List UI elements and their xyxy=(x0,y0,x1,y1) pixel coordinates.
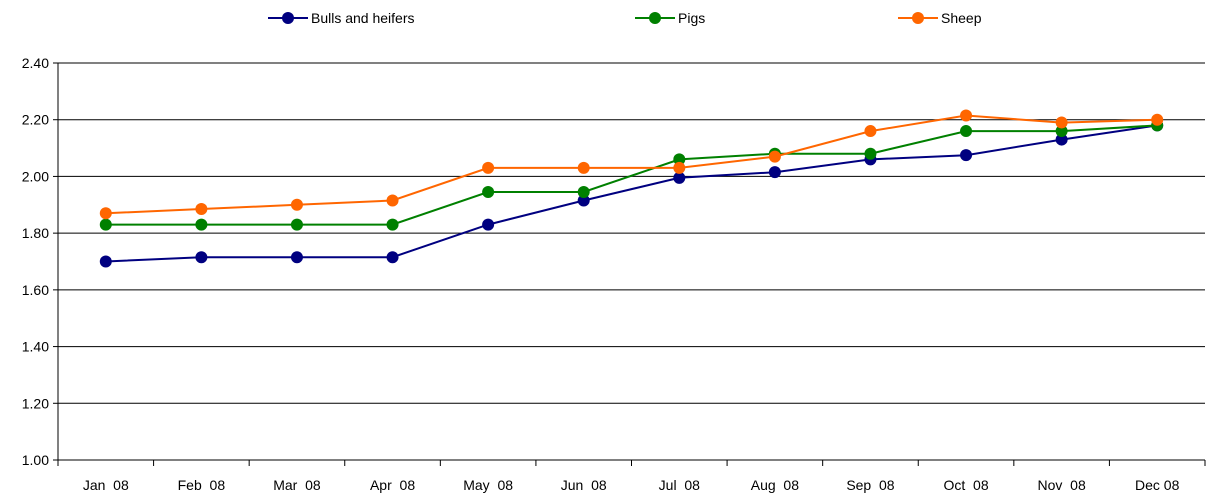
x-tick-label: Mar 08 xyxy=(273,477,321,493)
x-tick-label: Aug 08 xyxy=(751,477,799,493)
data-point xyxy=(195,218,208,231)
data-point xyxy=(864,147,877,160)
y-tick-label: 1.20 xyxy=(22,395,49,411)
x-tick-label: Feb 08 xyxy=(178,477,226,493)
data-point xyxy=(577,186,590,199)
gridlines xyxy=(58,62,1205,404)
data-point xyxy=(290,251,303,264)
legend-swatch-marker xyxy=(649,12,661,24)
data-point xyxy=(1055,116,1068,129)
y-tick-label: 1.60 xyxy=(22,282,49,298)
data-point xyxy=(673,161,686,174)
y-tick-label: 2.20 xyxy=(22,112,49,128)
y-tick-label: 1.00 xyxy=(22,452,49,468)
data-point xyxy=(768,150,781,163)
series-bulls-and-heifers xyxy=(99,119,1164,268)
data-point xyxy=(864,125,877,138)
legend-swatch-marker xyxy=(912,12,924,24)
data-point xyxy=(482,218,495,231)
y-tick-label: 2.40 xyxy=(22,55,49,71)
data-point xyxy=(482,161,495,174)
x-tick-label: Jan 08 xyxy=(83,477,129,493)
data-point xyxy=(673,171,686,184)
data-point xyxy=(960,109,973,122)
series-pigs xyxy=(99,119,1164,231)
data-point xyxy=(386,218,399,231)
series-line xyxy=(105,124,1158,226)
x-tick-label: Oct 08 xyxy=(943,477,988,493)
data-point xyxy=(99,207,112,220)
data-point xyxy=(1055,125,1068,138)
data-point xyxy=(290,198,303,211)
data-point xyxy=(386,194,399,207)
axes: 1.00 1.20 1.40 1.60 1.80 2.00 2.20 2.40 Jan 08 Fe… xyxy=(22,55,1206,493)
x-tick-label: May 08 xyxy=(463,477,513,493)
x-tick-label: Apr 08 xyxy=(370,477,415,493)
legend-swatch-marker xyxy=(282,12,294,24)
data-point xyxy=(195,203,208,216)
y-tick-label: 2.00 xyxy=(22,168,49,184)
legend-entry: Sheep xyxy=(898,10,982,26)
series-line xyxy=(105,114,1158,215)
legend-entry: Bulls and heifers xyxy=(268,10,415,26)
data-point xyxy=(960,149,973,162)
data-point xyxy=(577,194,590,207)
data-point xyxy=(1151,113,1164,126)
x-tick-label: Dec 08 xyxy=(1135,477,1180,493)
data-point xyxy=(1055,133,1068,146)
legend-entry: Pigs xyxy=(635,10,705,26)
data-point xyxy=(577,161,590,174)
x-tick-label: Jun 08 xyxy=(561,477,607,493)
y-tick-label: 1.80 xyxy=(22,225,49,241)
y-tick-label: 1.40 xyxy=(22,339,49,355)
series-line xyxy=(105,124,1158,263)
series-layer xyxy=(99,109,1164,268)
data-point xyxy=(768,166,781,179)
series-sheep xyxy=(99,109,1164,220)
x-tick-label: Jul 08 xyxy=(659,477,700,493)
x-tick-label: Sep 08 xyxy=(846,477,894,493)
data-point xyxy=(673,153,686,166)
legend-label: Sheep xyxy=(941,10,982,26)
legend-label: Bulls and heifers xyxy=(311,10,415,26)
data-point xyxy=(99,218,112,231)
data-point xyxy=(195,251,208,264)
legend-label: Pigs xyxy=(678,10,705,26)
x-tick-label: Nov 08 xyxy=(1038,477,1086,493)
data-point xyxy=(482,186,495,199)
data-point xyxy=(960,125,973,138)
data-point xyxy=(290,218,303,231)
legend: Bulls and heifers Pigs Sheep xyxy=(268,10,982,26)
data-point xyxy=(99,255,112,268)
data-point xyxy=(386,251,399,264)
